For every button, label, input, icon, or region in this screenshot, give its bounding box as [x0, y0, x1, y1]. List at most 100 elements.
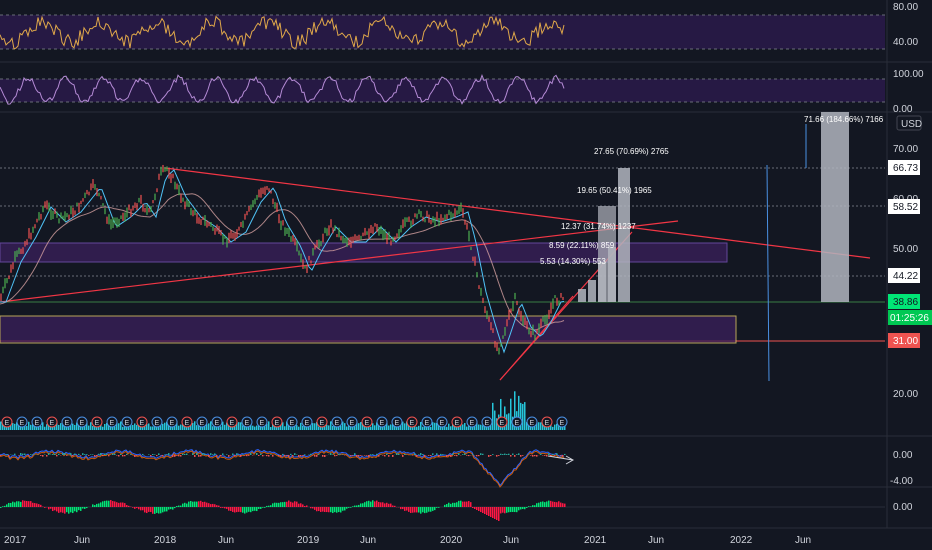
- descending-trendline[interactable]: [164, 167, 871, 259]
- ao-bar: [436, 507, 438, 508]
- ao-bar: [70, 507, 72, 513]
- earnings-marker[interactable]: E: [106, 416, 118, 428]
- earnings-marker[interactable]: E: [31, 416, 43, 428]
- awesome-oscillator-pane[interactable]: 0.00: [0, 500, 913, 521]
- earnings-marker[interactable]: E: [361, 416, 373, 428]
- volume-bar: [258, 423, 260, 430]
- resistance-zone[interactable]: [0, 242, 728, 263]
- earnings-marker[interactable]: E: [76, 416, 88, 428]
- time-axis-label: Jun: [648, 535, 664, 546]
- earnings-marker[interactable]: E: [496, 416, 508, 428]
- earnings-marker[interactable]: E: [556, 416, 568, 428]
- earnings-marker[interactable]: E: [241, 416, 253, 428]
- stoch-pane[interactable]: 100.00 0.00: [0, 69, 924, 115]
- price-tag-66[interactable]: 66.73: [888, 160, 920, 175]
- price-pane[interactable]: 71.66 (184.66%) 7166 27.65 (70.69%) 2765…: [0, 112, 932, 400]
- ascending-trendline[interactable]: [0, 220, 679, 303]
- earnings-marker[interactable]: E: [511, 416, 523, 428]
- signal-line: [0, 450, 565, 488]
- macd-histogram-bar: [378, 455, 380, 457]
- earnings-marker[interactable]: E: [391, 416, 403, 428]
- ao-bar: [138, 507, 140, 510]
- macd-histogram-bar: [548, 453, 550, 455]
- earnings-marker[interactable]: E: [421, 416, 433, 428]
- volume-bar: [372, 423, 374, 430]
- countdown-tag[interactable]: 01:25:26: [888, 310, 932, 325]
- earnings-marker[interactable]: E: [436, 416, 448, 428]
- macd-histogram-bar: [384, 455, 386, 457]
- time-axis[interactable]: 2017 Jun 2018 Jun 2019 Jun 2020 Jun 2021…: [4, 535, 811, 546]
- macd-histogram-bar: [564, 453, 566, 455]
- earnings-marker[interactable]: E: [211, 416, 223, 428]
- macd-histogram-bar: [86, 454, 88, 455]
- ao-bar: [318, 507, 320, 512]
- ao-bar: [322, 507, 324, 512]
- ao-bar: [28, 501, 30, 507]
- earnings-marker[interactable]: E: [376, 416, 388, 428]
- price-tag-44[interactable]: 44.22: [888, 268, 920, 283]
- ao-bar: [216, 505, 218, 507]
- price-tag-38[interactable]: 38.86: [888, 294, 920, 309]
- volume-bar: [236, 421, 238, 430]
- macd-histogram-bar: [232, 453, 234, 455]
- earnings-marker[interactable]: E: [61, 416, 73, 428]
- volume-bar: [428, 426, 430, 430]
- ao-bar: [300, 503, 302, 507]
- earnings-marker[interactable]: E: [91, 416, 103, 428]
- volume-bar: [364, 426, 366, 430]
- earnings-marker[interactable]: E: [526, 416, 538, 428]
- earnings-marker[interactable]: E: [541, 416, 553, 428]
- earnings-marker[interactable]: E: [121, 416, 133, 428]
- rsi-pane[interactable]: 80.00 40.00: [0, 2, 918, 50]
- support-zone[interactable]: [0, 315, 737, 344]
- earnings-marker[interactable]: E: [481, 416, 493, 428]
- earnings-marker[interactable]: E: [46, 416, 58, 428]
- earnings-marker[interactable]: E: [1, 416, 13, 428]
- earnings-marker-letter: E: [50, 420, 55, 427]
- ao-bar: [180, 505, 182, 507]
- earnings-marker-letter: E: [5, 420, 10, 427]
- ao-bar: [260, 507, 262, 509]
- earnings-marker[interactable]: E: [346, 416, 358, 428]
- volume-bar: [356, 422, 358, 430]
- macd-pane[interactable]: 0.00 -4.00: [0, 449, 913, 488]
- earnings-marker[interactable]: E: [286, 416, 298, 428]
- price-tag-31[interactable]: 31.00: [888, 333, 920, 348]
- currency-badge[interactable]: [896, 115, 922, 131]
- earnings-marker[interactable]: E: [181, 416, 193, 428]
- macd-histogram-bar: [134, 455, 136, 457]
- earnings-marker[interactable]: E: [166, 416, 178, 428]
- macd-histogram-bar: [150, 455, 152, 457]
- earnings-marker[interactable]: E: [271, 416, 283, 428]
- time-axis-label: Jun: [218, 535, 234, 546]
- earnings-marker[interactable]: E: [256, 416, 268, 428]
- earnings-marker[interactable]: E: [301, 416, 313, 428]
- earnings-marker[interactable]: E: [466, 416, 478, 428]
- macd-histogram-bar: [554, 455, 556, 456]
- volume-bar: [176, 421, 178, 430]
- recovery-trendline-lower[interactable]: [499, 295, 574, 381]
- price-tag-58[interactable]: 58.52: [888, 199, 920, 214]
- earnings-marker-circle: [136, 416, 148, 428]
- projection-bars[interactable]: [578, 112, 849, 302]
- ao-bar: [32, 502, 34, 507]
- ao-bar: [426, 507, 428, 513]
- macd-histogram-bar: [520, 455, 522, 457]
- earnings-marker[interactable]: E: [136, 416, 148, 428]
- ao-bar: [170, 507, 172, 510]
- earnings-marker[interactable]: E: [196, 416, 208, 428]
- earnings-marker-circle: [46, 416, 58, 428]
- earnings-marker[interactable]: E: [451, 416, 463, 428]
- macd-histogram-bar: [508, 453, 510, 455]
- earnings-marker[interactable]: E: [16, 416, 28, 428]
- macd-histogram-bar: [304, 454, 306, 455]
- earnings-marker[interactable]: E: [331, 416, 343, 428]
- ao-bar: [60, 507, 62, 513]
- earnings-marker[interactable]: E: [151, 416, 163, 428]
- earnings-marker[interactable]: E: [316, 416, 328, 428]
- earnings-marker[interactable]: E: [226, 416, 238, 428]
- earnings-marker[interactable]: E: [406, 416, 418, 428]
- ao-bar: [106, 500, 108, 507]
